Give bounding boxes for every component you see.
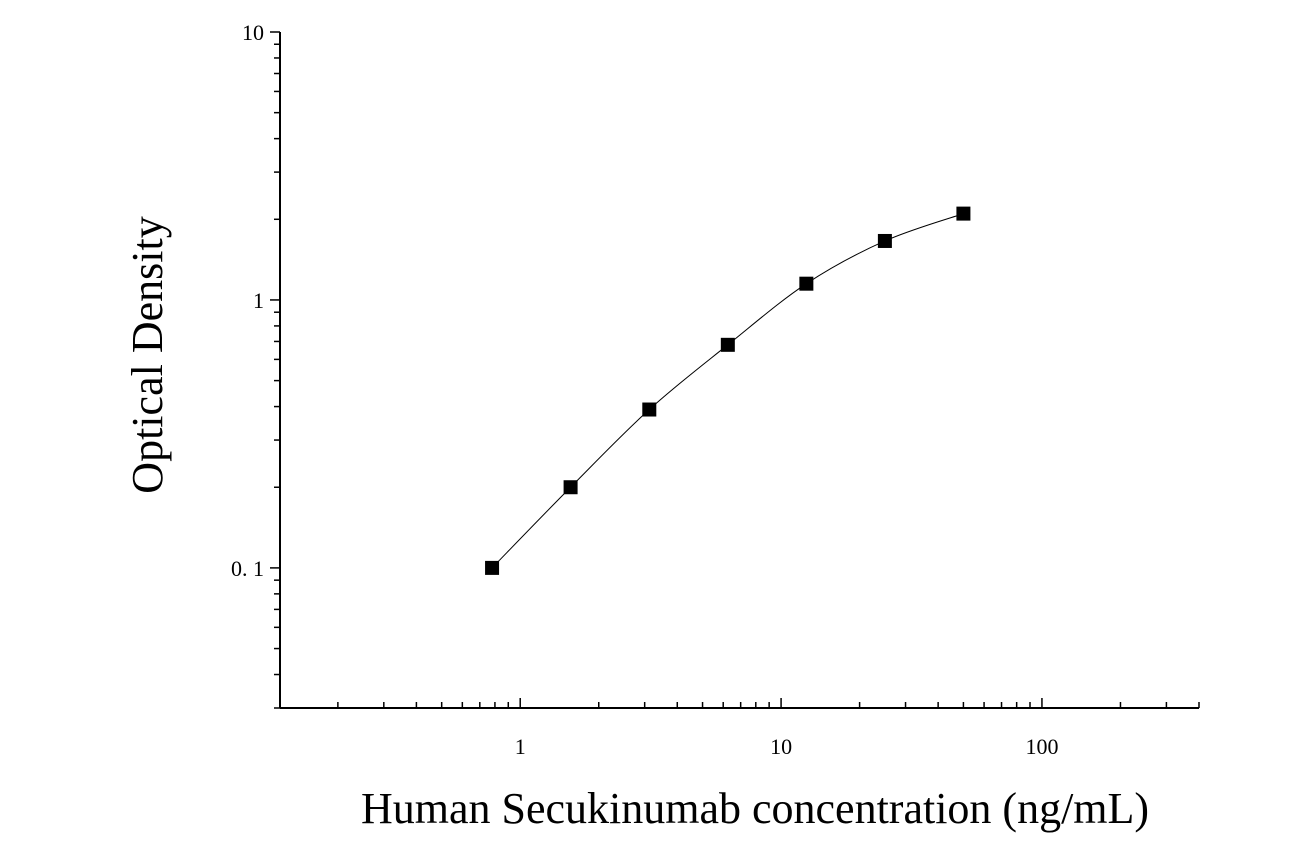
fit-curve [491, 213, 964, 569]
y-tick-labels: 0. 1 1 10 [231, 20, 264, 581]
x-ticks [337, 698, 1200, 708]
x-tick-label: 10 [770, 734, 792, 759]
x-tick-label: 1 [515, 734, 526, 759]
y-ticks [270, 31, 280, 709]
data-point [799, 276, 814, 291]
data-point [642, 402, 657, 417]
data-points [485, 206, 971, 575]
data-point [485, 560, 500, 575]
y-tick-label: 10 [242, 20, 264, 45]
x-tick-labels: 1 10 100 [515, 734, 1059, 759]
data-point [956, 206, 971, 221]
y-axis-title: Optical Density [123, 216, 172, 493]
data-point [563, 480, 578, 495]
data-point [720, 337, 735, 352]
y-tick-label: 0. 1 [231, 556, 264, 581]
y-tick-label: 1 [253, 288, 264, 313]
x-tick-label: 100 [1025, 734, 1058, 759]
axes [279, 32, 1199, 709]
x-axis-title: Human Secukinumab concentration (ng/mL) [361, 784, 1149, 833]
data-point [877, 233, 892, 248]
